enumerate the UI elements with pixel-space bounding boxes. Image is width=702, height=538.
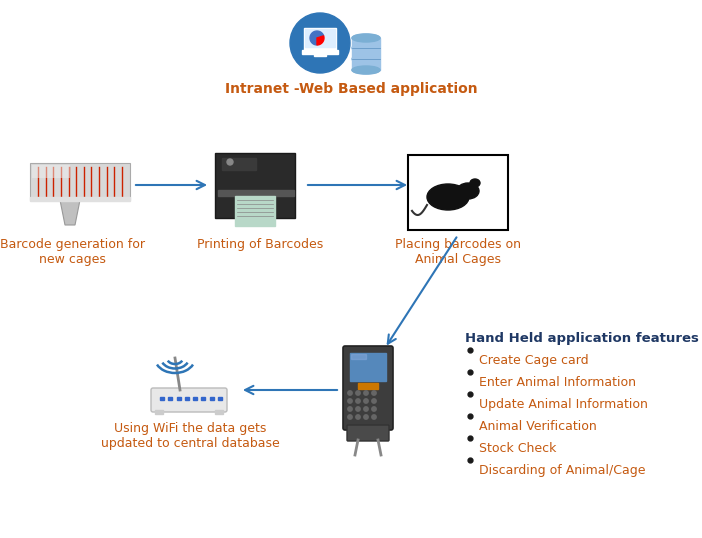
Bar bbox=[177, 397, 180, 400]
Bar bbox=[168, 397, 172, 400]
Circle shape bbox=[310, 31, 324, 45]
Ellipse shape bbox=[352, 66, 380, 74]
Text: Hand Held application features: Hand Held application features bbox=[465, 332, 699, 345]
Circle shape bbox=[364, 407, 369, 411]
Circle shape bbox=[290, 13, 350, 73]
Ellipse shape bbox=[352, 55, 380, 63]
Bar bbox=[302, 50, 338, 54]
Polygon shape bbox=[30, 163, 130, 200]
Text: Update Animal Information: Update Animal Information bbox=[479, 398, 648, 411]
Polygon shape bbox=[310, 31, 324, 45]
Bar bbox=[305, 29, 335, 47]
Bar bbox=[218, 397, 222, 400]
Bar bbox=[304, 28, 336, 50]
Bar bbox=[160, 397, 164, 400]
Circle shape bbox=[364, 415, 369, 419]
Bar bbox=[235, 196, 275, 226]
Ellipse shape bbox=[427, 184, 469, 210]
Circle shape bbox=[364, 391, 369, 395]
Ellipse shape bbox=[352, 66, 380, 74]
Circle shape bbox=[356, 391, 360, 395]
Circle shape bbox=[347, 407, 352, 411]
Circle shape bbox=[356, 399, 360, 403]
Ellipse shape bbox=[457, 183, 479, 199]
Ellipse shape bbox=[352, 44, 380, 52]
Bar bbox=[201, 397, 206, 400]
Circle shape bbox=[364, 399, 369, 403]
Bar bbox=[185, 397, 189, 400]
Bar bbox=[30, 197, 130, 201]
Bar bbox=[351, 354, 366, 359]
Bar bbox=[218, 190, 294, 196]
Polygon shape bbox=[32, 165, 70, 178]
Circle shape bbox=[372, 415, 376, 419]
Bar bbox=[350, 353, 386, 381]
Bar bbox=[314, 54, 326, 56]
FancyBboxPatch shape bbox=[151, 388, 227, 412]
Bar bbox=[222, 158, 256, 170]
Bar bbox=[155, 410, 163, 414]
Circle shape bbox=[227, 159, 233, 165]
Ellipse shape bbox=[470, 179, 480, 187]
Text: Intranet -Web Based application: Intranet -Web Based application bbox=[225, 82, 477, 96]
Ellipse shape bbox=[352, 44, 380, 52]
Text: Create Cage card: Create Cage card bbox=[479, 354, 588, 367]
Circle shape bbox=[356, 407, 360, 411]
Circle shape bbox=[372, 391, 376, 395]
FancyBboxPatch shape bbox=[347, 425, 389, 441]
Circle shape bbox=[347, 415, 352, 419]
FancyBboxPatch shape bbox=[343, 346, 393, 430]
Text: Animal Verification: Animal Verification bbox=[479, 420, 597, 433]
Circle shape bbox=[356, 415, 360, 419]
Ellipse shape bbox=[352, 34, 380, 42]
Polygon shape bbox=[317, 36, 324, 45]
Bar bbox=[408, 155, 508, 230]
Text: Stock Check: Stock Check bbox=[479, 442, 557, 455]
Text: Printing of Barcodes: Printing of Barcodes bbox=[197, 238, 323, 251]
Circle shape bbox=[372, 399, 376, 403]
Bar bbox=[358, 383, 378, 389]
Circle shape bbox=[347, 399, 352, 403]
Ellipse shape bbox=[352, 34, 380, 42]
Bar bbox=[193, 397, 197, 400]
Circle shape bbox=[372, 407, 376, 411]
Text: Enter Animal Information: Enter Animal Information bbox=[479, 376, 636, 389]
Text: Barcode generation for
new cages: Barcode generation for new cages bbox=[0, 238, 145, 266]
Bar bbox=[215, 410, 223, 414]
Ellipse shape bbox=[352, 55, 380, 63]
Circle shape bbox=[347, 391, 352, 395]
Text: Using WiFi the data gets
updated to central database: Using WiFi the data gets updated to cent… bbox=[100, 422, 279, 450]
Polygon shape bbox=[60, 200, 80, 225]
Bar bbox=[352, 38, 380, 70]
Text: Placing barcodes on
Animal Cages: Placing barcodes on Animal Cages bbox=[395, 238, 521, 266]
Bar bbox=[210, 397, 213, 400]
Text: Discarding of Animal/Cage: Discarding of Animal/Cage bbox=[479, 464, 646, 477]
Bar bbox=[215, 153, 295, 218]
